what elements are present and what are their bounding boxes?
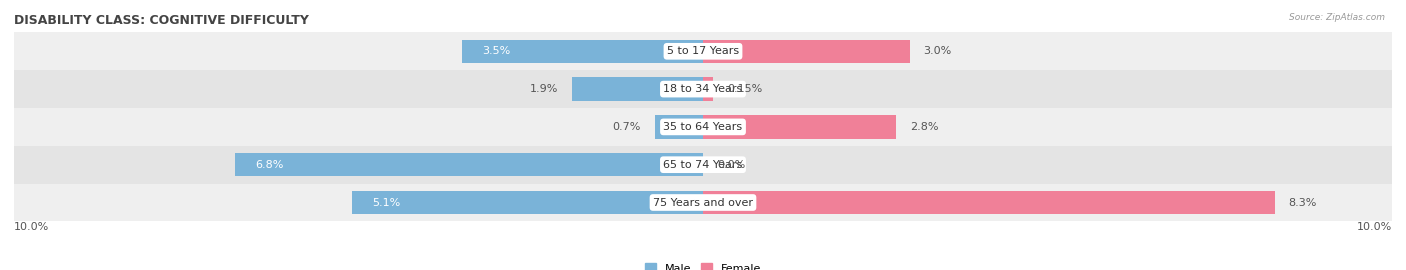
Text: 3.5%: 3.5% (482, 46, 510, 56)
Bar (14, 146, 1392, 184)
Text: 18 to 34 Years: 18 to 34 Years (664, 84, 742, 94)
Bar (14, 32, 1392, 70)
Bar (461, 40, 703, 63)
Text: 5.1%: 5.1% (373, 197, 401, 208)
Bar (352, 191, 703, 214)
Text: 10.0%: 10.0% (1357, 222, 1392, 232)
Text: 65 to 74 Years: 65 to 74 Years (664, 160, 742, 170)
Legend: Male, Female: Male, Female (641, 258, 765, 270)
Text: 75 Years and over: 75 Years and over (652, 197, 754, 208)
Bar (235, 153, 703, 176)
Bar (655, 115, 703, 139)
Text: 0.0%: 0.0% (717, 160, 745, 170)
Text: DISABILITY CLASS: COGNITIVE DIFFICULTY: DISABILITY CLASS: COGNITIVE DIFFICULTY (14, 14, 309, 27)
Text: 2.8%: 2.8% (910, 122, 938, 132)
Bar (703, 191, 1275, 214)
Text: 5 to 17 Years: 5 to 17 Years (666, 46, 740, 56)
Text: 0.7%: 0.7% (613, 122, 641, 132)
Bar (703, 115, 896, 139)
Bar (703, 77, 713, 101)
Text: 8.3%: 8.3% (1289, 197, 1317, 208)
Text: 3.0%: 3.0% (924, 46, 952, 56)
Bar (572, 77, 703, 101)
Bar (14, 184, 1392, 221)
Bar (14, 70, 1392, 108)
Text: 10.0%: 10.0% (14, 222, 49, 232)
Text: Source: ZipAtlas.com: Source: ZipAtlas.com (1289, 14, 1385, 22)
Text: 6.8%: 6.8% (256, 160, 284, 170)
Bar (14, 108, 1392, 146)
Text: 0.15%: 0.15% (727, 84, 762, 94)
Text: 1.9%: 1.9% (530, 84, 558, 94)
Text: 35 to 64 Years: 35 to 64 Years (664, 122, 742, 132)
Bar (703, 40, 910, 63)
